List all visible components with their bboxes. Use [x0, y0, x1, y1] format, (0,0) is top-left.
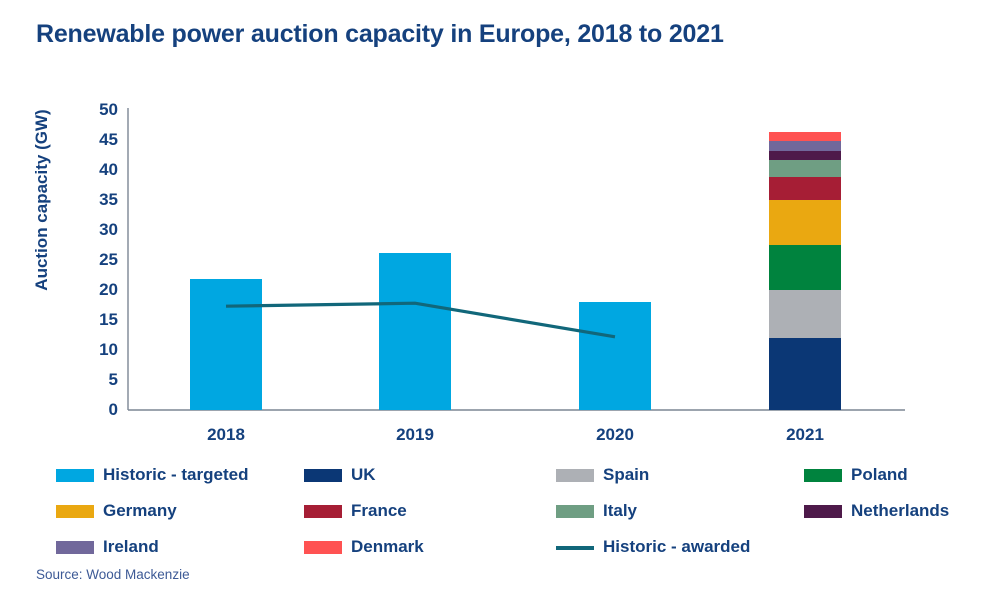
- legend-label: Historic - awarded: [603, 537, 751, 556]
- legend-swatch-icon: [804, 468, 842, 482]
- page-title: Renewable power auction capacity in Euro…: [36, 20, 724, 48]
- y-tick-40: 40: [99, 160, 118, 179]
- y-tick-20: 20: [99, 280, 118, 299]
- x-tick-2020: 2020: [596, 425, 634, 444]
- legend-label: Netherlands: [851, 501, 950, 520]
- bar-segment-2019-historic-targeted[interactable]: [379, 252, 451, 410]
- y-tick-50: 50: [99, 100, 118, 119]
- x-tick-2019: 2019: [396, 425, 434, 444]
- bar-segment-2021-uk[interactable]: [769, 338, 841, 410]
- y-tick-5: 5: [108, 370, 118, 389]
- legend-item-netherlands[interactable]: Netherlands: [804, 493, 949, 529]
- legend-item-historic-targeted[interactable]: Historic - targeted: [56, 457, 248, 493]
- legend-label: Spain: [603, 465, 650, 484]
- y-tick-45: 45: [99, 130, 118, 149]
- legend-row: Historic - targeted UK Spain Poland: [56, 457, 956, 493]
- legend-swatch-icon: [556, 468, 594, 482]
- legend-item-historic-awarded[interactable]: Historic - awarded: [556, 529, 750, 565]
- y-tick-25: 25: [99, 250, 118, 269]
- x-tick-2018: 2018: [207, 425, 245, 444]
- bar-segment-2021-germany[interactable]: [769, 200, 841, 245]
- legend-item-poland[interactable]: Poland: [804, 457, 908, 493]
- y-tick-30: 30: [99, 220, 118, 239]
- bar-segment-2021-poland[interactable]: [769, 245, 841, 290]
- legend-swatch-icon: [304, 468, 342, 482]
- legend-row: Ireland Denmark Historic - awarded: [56, 529, 956, 565]
- legend-label: UK: [351, 465, 376, 484]
- legend-item-germany[interactable]: Germany: [56, 493, 177, 529]
- y-tick-0: 0: [108, 400, 118, 419]
- legend-item-denmark[interactable]: Denmark: [304, 529, 424, 565]
- legend-swatch-icon: [556, 504, 594, 518]
- legend-item-france[interactable]: France: [304, 493, 407, 529]
- bar-segment-2021-france[interactable]: [769, 177, 841, 200]
- legend-label: Poland: [851, 465, 908, 484]
- legend-label: Ireland: [103, 537, 159, 556]
- bar-segment-2021-denmark[interactable]: [769, 132, 841, 142]
- legend-label: Historic - targeted: [103, 465, 249, 484]
- legend-item-spain[interactable]: Spain: [556, 457, 649, 493]
- bar-segment-2021-netherlands[interactable]: [769, 151, 841, 161]
- legend-swatch-icon: [304, 504, 342, 518]
- y-tick-35: 35: [99, 190, 118, 209]
- legend-swatch-icon: [804, 504, 842, 518]
- legend-label: Denmark: [351, 537, 424, 556]
- legend-label: Germany: [103, 501, 177, 520]
- legend-swatch-icon: [304, 540, 342, 554]
- bar-segment-2018-historic-targeted[interactable]: [190, 279, 262, 410]
- y-tick-15: 15: [99, 310, 118, 329]
- legend-swatch-icon: [56, 540, 94, 554]
- legend-item-italy[interactable]: Italy: [556, 493, 637, 529]
- legend-swatch-icon: [56, 468, 94, 482]
- bar-segment-2020-historic-targeted[interactable]: [579, 302, 651, 410]
- legend-label: France: [351, 501, 407, 520]
- x-tick-2021: 2021: [786, 425, 824, 444]
- line-historic-awarded[interactable]: [225, 301, 616, 339]
- chart-legend: Historic - targeted UK Spain Poland Germany F…: [56, 457, 956, 565]
- bar-segment-2021-ireland[interactable]: [769, 141, 841, 152]
- legend-label: Italy: [603, 501, 638, 520]
- legend-item-ireland[interactable]: Ireland: [56, 529, 159, 565]
- y-axis-tick-labels: 50 45 40 35 30 25 20 15 10 5 0: [78, 0, 118, 600]
- source-note: Source: Wood Mackenzie: [36, 567, 190, 582]
- bar-segment-2021-spain[interactable]: [769, 290, 841, 338]
- legend-swatch-icon: [556, 545, 594, 550]
- legend-item-uk[interactable]: UK: [304, 457, 376, 493]
- y-tick-10: 10: [99, 340, 118, 359]
- bar-segment-2021-italy[interactable]: [769, 160, 841, 178]
- legend-swatch-icon: [56, 504, 94, 518]
- legend-row: Germany France Italy Netherlands: [56, 493, 956, 529]
